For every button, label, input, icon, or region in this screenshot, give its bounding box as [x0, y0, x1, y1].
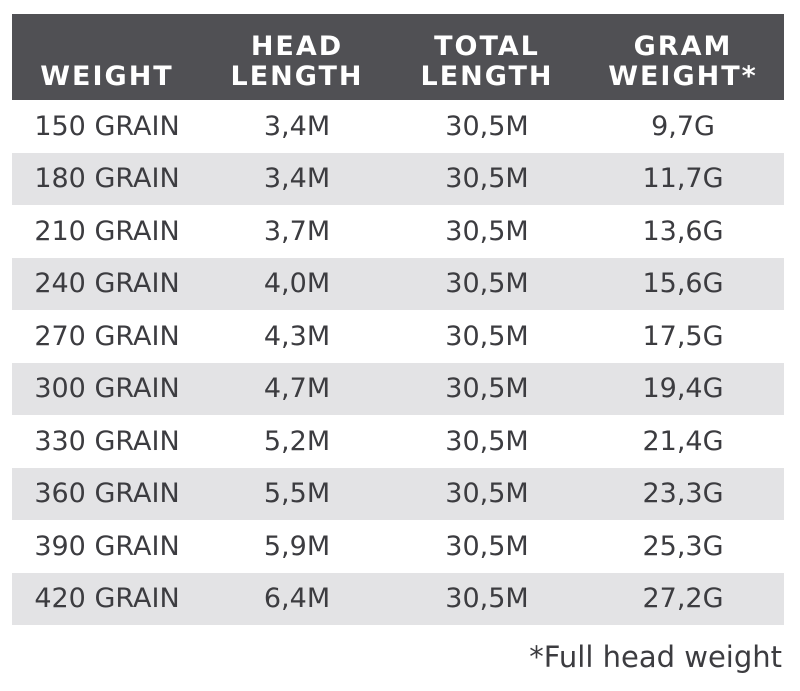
header-gram-weight-line-2: WEIGHT* [608, 61, 758, 92]
cell-total-length: 30,5M [392, 310, 582, 363]
cell-total-length: 30,5M [392, 520, 582, 573]
header-head-length-line-1: HEAD [250, 31, 344, 62]
cell-head-length: 4,7M [202, 362, 392, 415]
cell-total-length: 30,5M [392, 415, 582, 468]
table-body: 150 GRAIN 3,4M 30,5M 9,7G 180 GRAIN 3,4M… [12, 100, 784, 625]
header-row: WEIGHT HEAD LENGTH TOTAL LENGTH GRAM WEI… [12, 14, 784, 100]
cell-gram-weight: 25,3G [582, 520, 784, 573]
cell-head-length: 5,5M [202, 467, 392, 520]
table-row: 360 GRAIN 5,5M 30,5M 23,3G [12, 467, 784, 520]
cell-gram-weight: 17,5G [582, 310, 784, 363]
header-weight: WEIGHT [12, 14, 202, 100]
cell-total-length: 30,5M [392, 205, 582, 258]
cell-head-length: 5,2M [202, 415, 392, 468]
header-total-length: TOTAL LENGTH [392, 14, 582, 100]
cell-weight: 150 GRAIN [12, 100, 202, 153]
cell-gram-weight: 27,2G [582, 572, 784, 625]
cell-total-length: 30,5M [392, 362, 582, 415]
cell-total-length: 30,5M [392, 152, 582, 205]
cell-gram-weight: 11,7G [582, 152, 784, 205]
table-row: 330 GRAIN 5,2M 30,5M 21,4G [12, 415, 784, 468]
cell-weight: 300 GRAIN [12, 362, 202, 415]
cell-gram-weight: 21,4G [582, 415, 784, 468]
table-row: 180 GRAIN 3,4M 30,5M 11,7G [12, 152, 784, 205]
cell-total-length: 30,5M [392, 572, 582, 625]
cell-gram-weight: 9,7G [582, 100, 784, 153]
cell-head-length: 4,3M [202, 310, 392, 363]
table-row: 270 GRAIN 4,3M 30,5M 17,5G [12, 310, 784, 363]
cell-weight: 390 GRAIN [12, 520, 202, 573]
cell-weight: 330 GRAIN [12, 415, 202, 468]
cell-weight: 180 GRAIN [12, 152, 202, 205]
table-row: 420 GRAIN 6,4M 30,5M 27,2G [12, 572, 784, 625]
cell-head-length: 3,7M [202, 205, 392, 258]
cell-weight: 240 GRAIN [12, 257, 202, 310]
cell-gram-weight: 23,3G [582, 467, 784, 520]
header-total-length-line-2: LENGTH [420, 61, 554, 92]
header-weight-line-2: WEIGHT [40, 61, 174, 92]
cell-head-length: 6,4M [202, 572, 392, 625]
footnote: *Full head weight [529, 640, 782, 674]
cell-total-length: 30,5M [392, 257, 582, 310]
cell-weight: 270 GRAIN [12, 310, 202, 363]
cell-head-length: 4,0M [202, 257, 392, 310]
cell-total-length: 30,5M [392, 100, 582, 153]
table-row: 210 GRAIN 3,7M 30,5M 13,6G [12, 205, 784, 258]
header-head-length-line-2: LENGTH [230, 61, 364, 92]
table-row: 240 GRAIN 4,0M 30,5M 15,6G [12, 257, 784, 310]
cell-weight: 360 GRAIN [12, 467, 202, 520]
cell-weight: 210 GRAIN [12, 205, 202, 258]
table-row: 390 GRAIN 5,9M 30,5M 25,3G [12, 520, 784, 573]
table-row: 300 GRAIN 4,7M 30,5M 19,4G [12, 362, 784, 415]
cell-gram-weight: 19,4G [582, 362, 784, 415]
header-total-length-line-1: TOTAL [434, 31, 540, 62]
cell-head-length: 3,4M [202, 100, 392, 153]
header-head-length: HEAD LENGTH [202, 14, 392, 100]
cell-total-length: 30,5M [392, 467, 582, 520]
cell-gram-weight: 13,6G [582, 205, 784, 258]
spec-table: WEIGHT HEAD LENGTH TOTAL LENGTH GRAM WEI… [12, 14, 784, 625]
cell-head-length: 5,9M [202, 520, 392, 573]
table-header: WEIGHT HEAD LENGTH TOTAL LENGTH GRAM WEI… [12, 14, 784, 100]
cell-gram-weight: 15,6G [582, 257, 784, 310]
cell-head-length: 3,4M [202, 152, 392, 205]
cell-weight: 420 GRAIN [12, 572, 202, 625]
table-row: 150 GRAIN 3,4M 30,5M 9,7G [12, 100, 784, 153]
header-gram-weight: GRAM WEIGHT* [582, 14, 784, 100]
header-gram-weight-line-1: GRAM [633, 31, 733, 62]
